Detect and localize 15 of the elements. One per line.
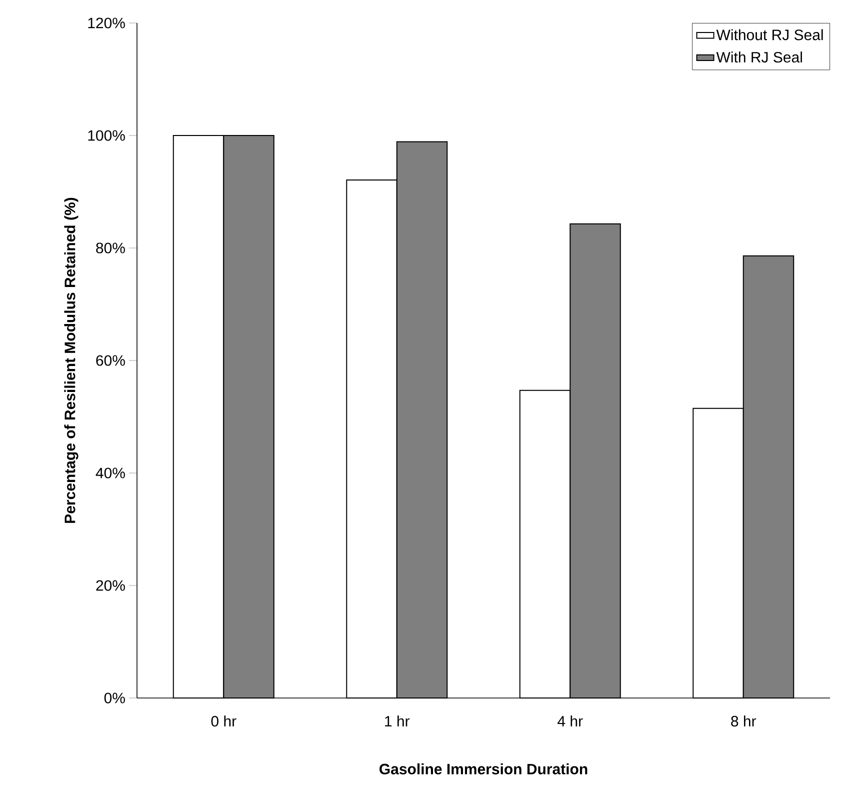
y-tick-label: 20% bbox=[96, 580, 125, 591]
legend-label: With RJ Seal bbox=[716, 52, 802, 63]
y-tick-label: 120% bbox=[88, 18, 125, 28]
x-tick-label: 1 hr bbox=[385, 716, 410, 726]
x-tick-label: 0 hr bbox=[211, 716, 236, 727]
y-tick-label: 0% bbox=[104, 692, 125, 704]
legend-label: Without RJ Seal bbox=[716, 29, 823, 40]
x-tick-label: 8 hr bbox=[731, 716, 756, 727]
x-axis-title: Gasoline Immersion Duration bbox=[380, 763, 588, 774]
y-tick-label: 80% bbox=[96, 242, 125, 254]
y-axis-title: Percentage of Resilient Modulus Retained (%) bbox=[64, 198, 78, 523]
y-tick-label: 40% bbox=[96, 468, 125, 478]
y-tick-label: 60% bbox=[96, 355, 125, 366]
y-tick-label: 100% bbox=[88, 130, 125, 141]
x-tick-label: 4 hr bbox=[558, 716, 583, 726]
